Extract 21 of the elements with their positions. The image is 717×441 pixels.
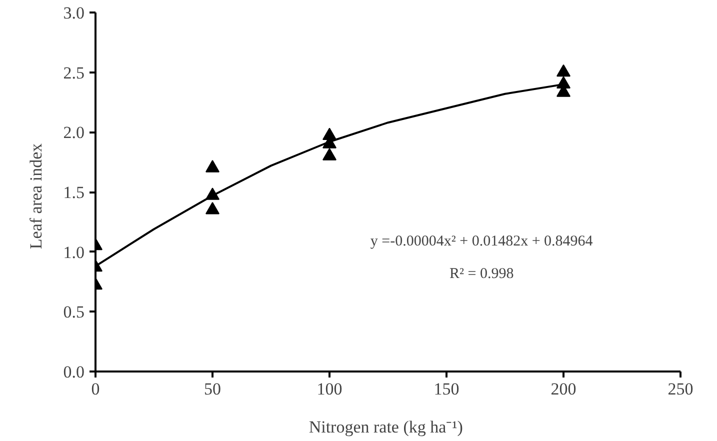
x-tick-label: 150 <box>434 380 460 398</box>
y-tick-label: 0.5 <box>63 302 84 322</box>
x-tick-label: 250 <box>668 380 694 398</box>
point <box>206 202 220 214</box>
point <box>322 148 336 160</box>
point <box>206 160 220 172</box>
y-tick-label: 3.0 <box>63 4 84 22</box>
point <box>556 64 570 77</box>
x-tick-label: 0 <box>91 380 100 398</box>
x-tick-label: 200 <box>550 380 576 398</box>
y-tick-label: 1.0 <box>63 242 84 262</box>
x-tick-label: 50 <box>204 380 221 398</box>
y-tick-label: 0.0 <box>63 362 84 382</box>
y-tick-label: 2.5 <box>63 63 84 82</box>
y-axis-title: Leaf area index <box>26 142 46 250</box>
annotation: y =-0.00004x² + 0.01482x + 0.84964 <box>370 233 594 250</box>
y-tick-label: 1.5 <box>63 183 84 202</box>
x-tick-label: 100 <box>316 380 342 398</box>
x-axis-title: Nitrogen rate (kg ha⁻¹) <box>308 418 463 436</box>
y-tick-label: 2.0 <box>63 123 84 142</box>
annotation: R² = 0.998 <box>449 266 514 282</box>
